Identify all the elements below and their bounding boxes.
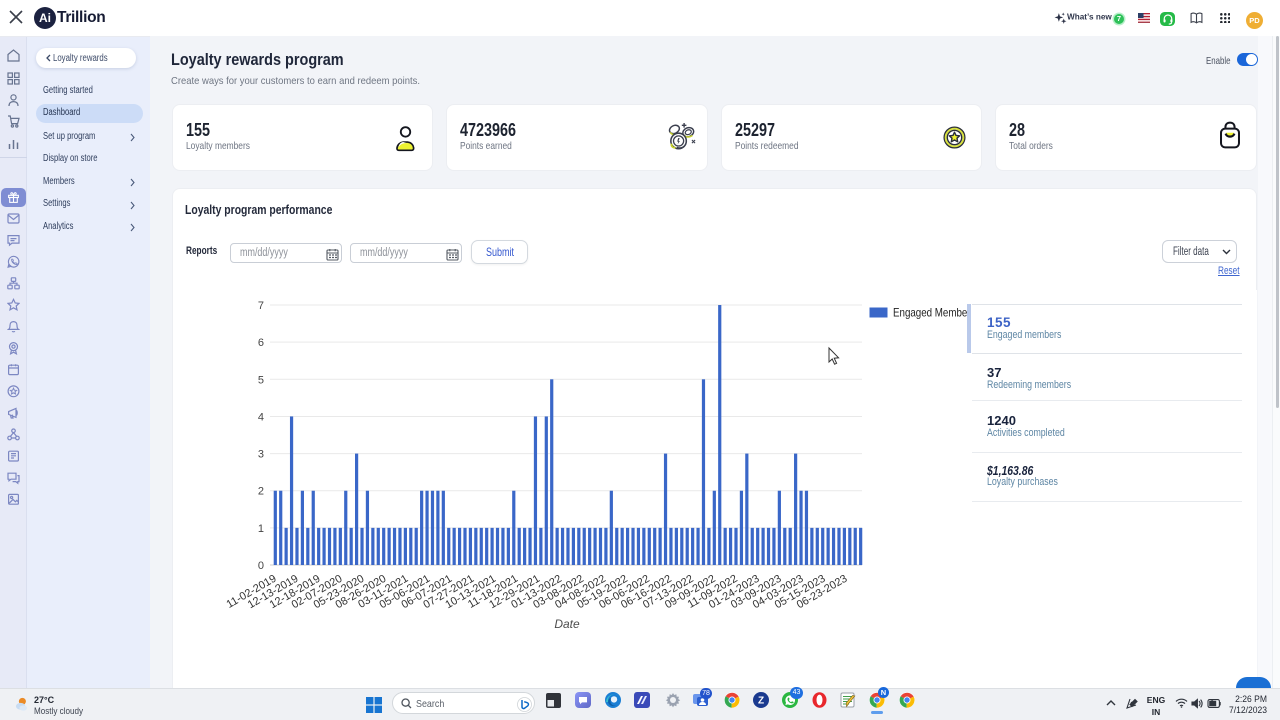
svg-text:4: 4 bbox=[258, 411, 264, 423]
svg-text:Engaged Member: Engaged Member bbox=[893, 307, 970, 320]
svg-text:Z: Z bbox=[758, 696, 764, 707]
svg-text:3: 3 bbox=[258, 449, 264, 461]
svg-text:0: 0 bbox=[258, 560, 264, 572]
svg-text:7: 7 bbox=[258, 300, 264, 312]
svg-text:5: 5 bbox=[258, 374, 264, 386]
svg-text:2: 2 bbox=[258, 486, 264, 498]
svg-text:1: 1 bbox=[258, 523, 264, 535]
svg-text:6: 6 bbox=[258, 337, 264, 349]
svg-text:Date: Date bbox=[554, 617, 580, 631]
